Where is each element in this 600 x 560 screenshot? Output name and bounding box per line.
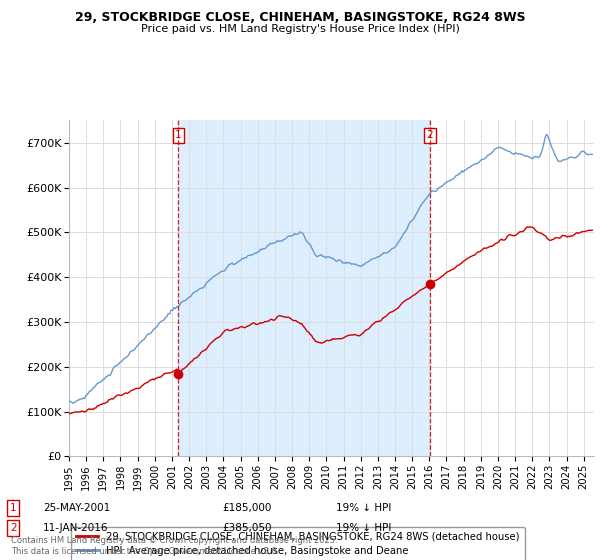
Text: £185,000: £185,000 (222, 503, 271, 513)
Legend: 29, STOCKBRIDGE CLOSE, CHINEHAM, BASINGSTOKE, RG24 8WS (detached house), HPI: Av: 29, STOCKBRIDGE CLOSE, CHINEHAM, BASINGS… (71, 527, 525, 560)
Text: £385,050: £385,050 (222, 523, 271, 533)
Bar (178, 120, 430, 456)
Text: 19% ↓ HPI: 19% ↓ HPI (336, 503, 391, 513)
Text: Contains HM Land Registry data © Crown copyright and database right 2025.
This d: Contains HM Land Registry data © Crown c… (11, 536, 337, 556)
Text: Price paid vs. HM Land Registry's House Price Index (HPI): Price paid vs. HM Land Registry's House … (140, 24, 460, 34)
Text: 19% ↓ HPI: 19% ↓ HPI (336, 523, 391, 533)
Text: 29, STOCKBRIDGE CLOSE, CHINEHAM, BASINGSTOKE, RG24 8WS: 29, STOCKBRIDGE CLOSE, CHINEHAM, BASINGS… (74, 11, 526, 24)
Text: 11-JAN-2016: 11-JAN-2016 (43, 523, 109, 533)
Text: 2: 2 (427, 130, 433, 141)
Text: 2: 2 (10, 523, 17, 533)
Text: 1: 1 (175, 130, 182, 141)
Text: 25-MAY-2001: 25-MAY-2001 (43, 503, 110, 513)
Text: 1: 1 (10, 503, 17, 513)
